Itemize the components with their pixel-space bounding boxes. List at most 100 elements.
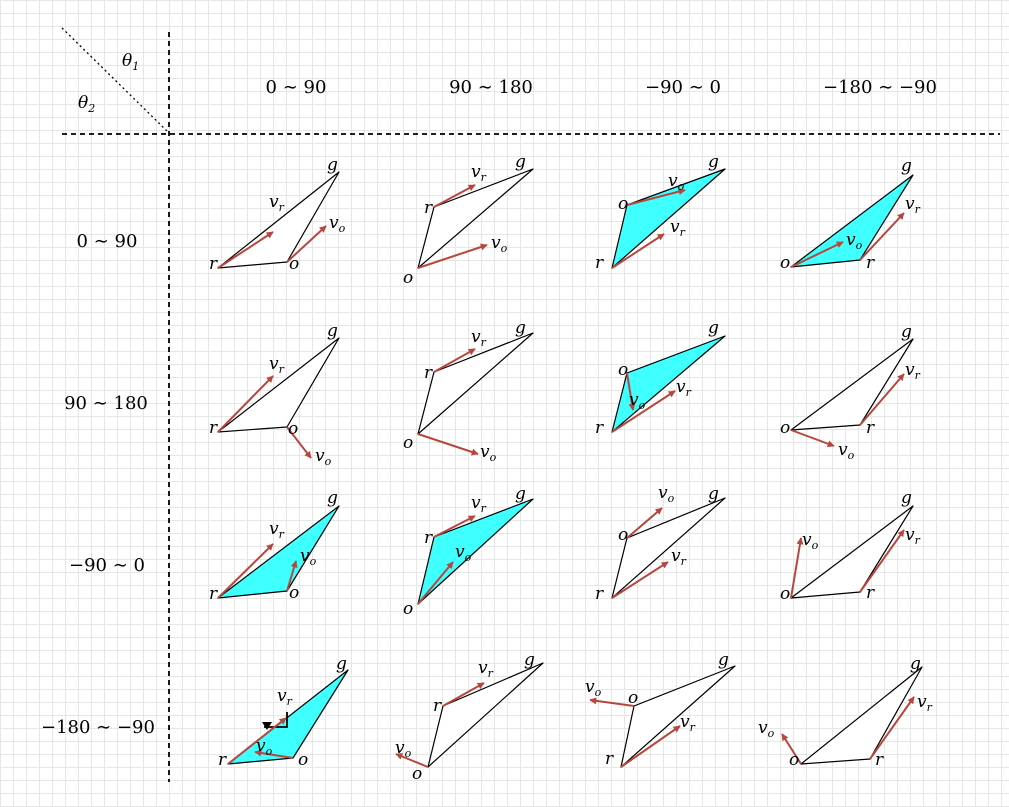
vr-arrow <box>442 682 485 707</box>
triangle-diagram-r3-c2: g r o vr vo <box>585 650 736 769</box>
point-label-r: r <box>866 253 875 273</box>
triangle-diagram-r3-c1: g r o vr vo <box>395 650 544 784</box>
vo-label: vo <box>480 442 497 464</box>
triangle <box>217 171 340 269</box>
vr-arrow <box>433 348 476 373</box>
vr-arrow <box>859 212 905 261</box>
point-label-g: g <box>718 650 729 670</box>
point-label-g: g <box>327 488 338 508</box>
vr-label: vr <box>471 493 487 515</box>
vo-label: vo <box>491 233 508 255</box>
triangle-diagram-r1-c1: g r o vr vo <box>403 318 534 464</box>
point-label-o: o <box>780 253 790 273</box>
vr-label: vr <box>917 692 933 714</box>
point-label-g: g <box>901 488 912 508</box>
point-label-r: r <box>424 528 433 548</box>
triangle <box>800 666 923 765</box>
vo-arrow <box>417 433 479 456</box>
point-label-r: r <box>605 749 614 769</box>
vr-label: vr <box>471 162 487 184</box>
vr-arrow <box>227 717 287 765</box>
point-label-g: g <box>910 654 921 674</box>
vr-arrow <box>869 696 915 760</box>
triangle-diagram-r2-c3: g r o vr vo <box>780 488 921 604</box>
theta2-label: θ2 <box>78 93 95 115</box>
triangle-diagram-r3-c0: g r o vr vo <box>218 654 349 770</box>
vr-arrow <box>620 725 681 768</box>
vr-arrow <box>611 561 669 599</box>
vo-label: vo <box>315 446 332 468</box>
triangle-diagram-r1-c2: g r o vr vo <box>595 318 726 438</box>
vo-arrow <box>790 537 804 599</box>
point-label-o: o <box>789 750 799 770</box>
vo-arrow <box>626 507 663 539</box>
vr-label: vr <box>905 194 921 216</box>
vr-arrow <box>859 529 905 593</box>
point-label-o: o <box>412 764 422 784</box>
point-label-g: g <box>515 484 526 504</box>
vo-arrow <box>417 243 488 269</box>
vr-label: vr <box>269 192 285 214</box>
vo-label: vo <box>668 171 685 193</box>
vr-label: vr <box>680 712 696 734</box>
vr-label: vr <box>676 377 692 399</box>
triangle <box>417 168 534 269</box>
vo-arrow <box>254 749 294 759</box>
triangle <box>417 332 534 435</box>
point-label-r: r <box>595 253 604 273</box>
triangle-diagram-r0-c2: g r o vr vo <box>595 152 726 273</box>
vo-label: vo <box>758 718 775 740</box>
triangle-diagram-r0-c3: g r o vr vo <box>780 156 921 273</box>
triangle-diagram-r1-c0: g r o vr vo <box>209 321 340 468</box>
vo-arrow <box>589 697 635 707</box>
row-header: −90 ∼ 0 <box>69 555 145 576</box>
point-label-g: g <box>901 322 912 342</box>
point-label-g: g <box>336 654 347 674</box>
vo-label: vo <box>329 213 346 235</box>
triangle <box>790 338 914 431</box>
point-label-o: o <box>288 419 298 439</box>
vr-arrow <box>611 390 676 433</box>
point-label-r: r <box>866 583 875 603</box>
vr-arrow <box>217 543 274 599</box>
point-label-g: g <box>524 650 535 670</box>
vr-arrow <box>859 373 905 426</box>
vo-arrow <box>395 753 429 768</box>
point-label-r: r <box>209 584 218 604</box>
column-header: 0 ∼ 90 <box>266 77 327 98</box>
vo-arrow <box>417 561 454 605</box>
row-header: 0 ∼ 90 <box>77 231 138 252</box>
point-label-r: r <box>424 198 433 218</box>
vo-arrow <box>286 225 327 263</box>
vr-label: vr <box>905 525 921 547</box>
vr-label: vr <box>478 658 494 680</box>
vr-label: vr <box>269 354 285 376</box>
vr-arrow <box>217 231 274 269</box>
vr-label: vr <box>905 360 921 382</box>
column-header: −180 ∼ −90 <box>823 77 937 98</box>
vo-arrow <box>626 372 636 411</box>
vo-label: vo <box>846 230 863 252</box>
theta1-label: θ1 <box>122 51 139 73</box>
column-header: −90 ∼ 0 <box>645 77 721 98</box>
triangle-diagram-r0-c1: g r o vr vo <box>403 152 534 288</box>
point-label-o: o <box>289 583 299 603</box>
triangle <box>620 665 736 768</box>
point-label-o: o <box>618 194 628 214</box>
point-label-o: o <box>403 599 413 619</box>
point-label-o: o <box>618 360 628 380</box>
right-angle-mark <box>264 712 288 728</box>
vo-label: vo <box>300 546 317 568</box>
point-label-r: r <box>424 363 433 383</box>
point-label-o: o <box>403 433 413 453</box>
vo-label: vo <box>838 440 855 462</box>
point-label-r: r <box>209 254 218 274</box>
point-label-g: g <box>515 318 526 338</box>
shaded-triangle <box>611 168 726 269</box>
vr-label: vr <box>471 327 487 349</box>
point-label-o: o <box>780 584 790 604</box>
point-label-g: g <box>515 152 526 172</box>
point-label-r: r <box>218 750 227 770</box>
point-label-g: g <box>708 484 719 504</box>
